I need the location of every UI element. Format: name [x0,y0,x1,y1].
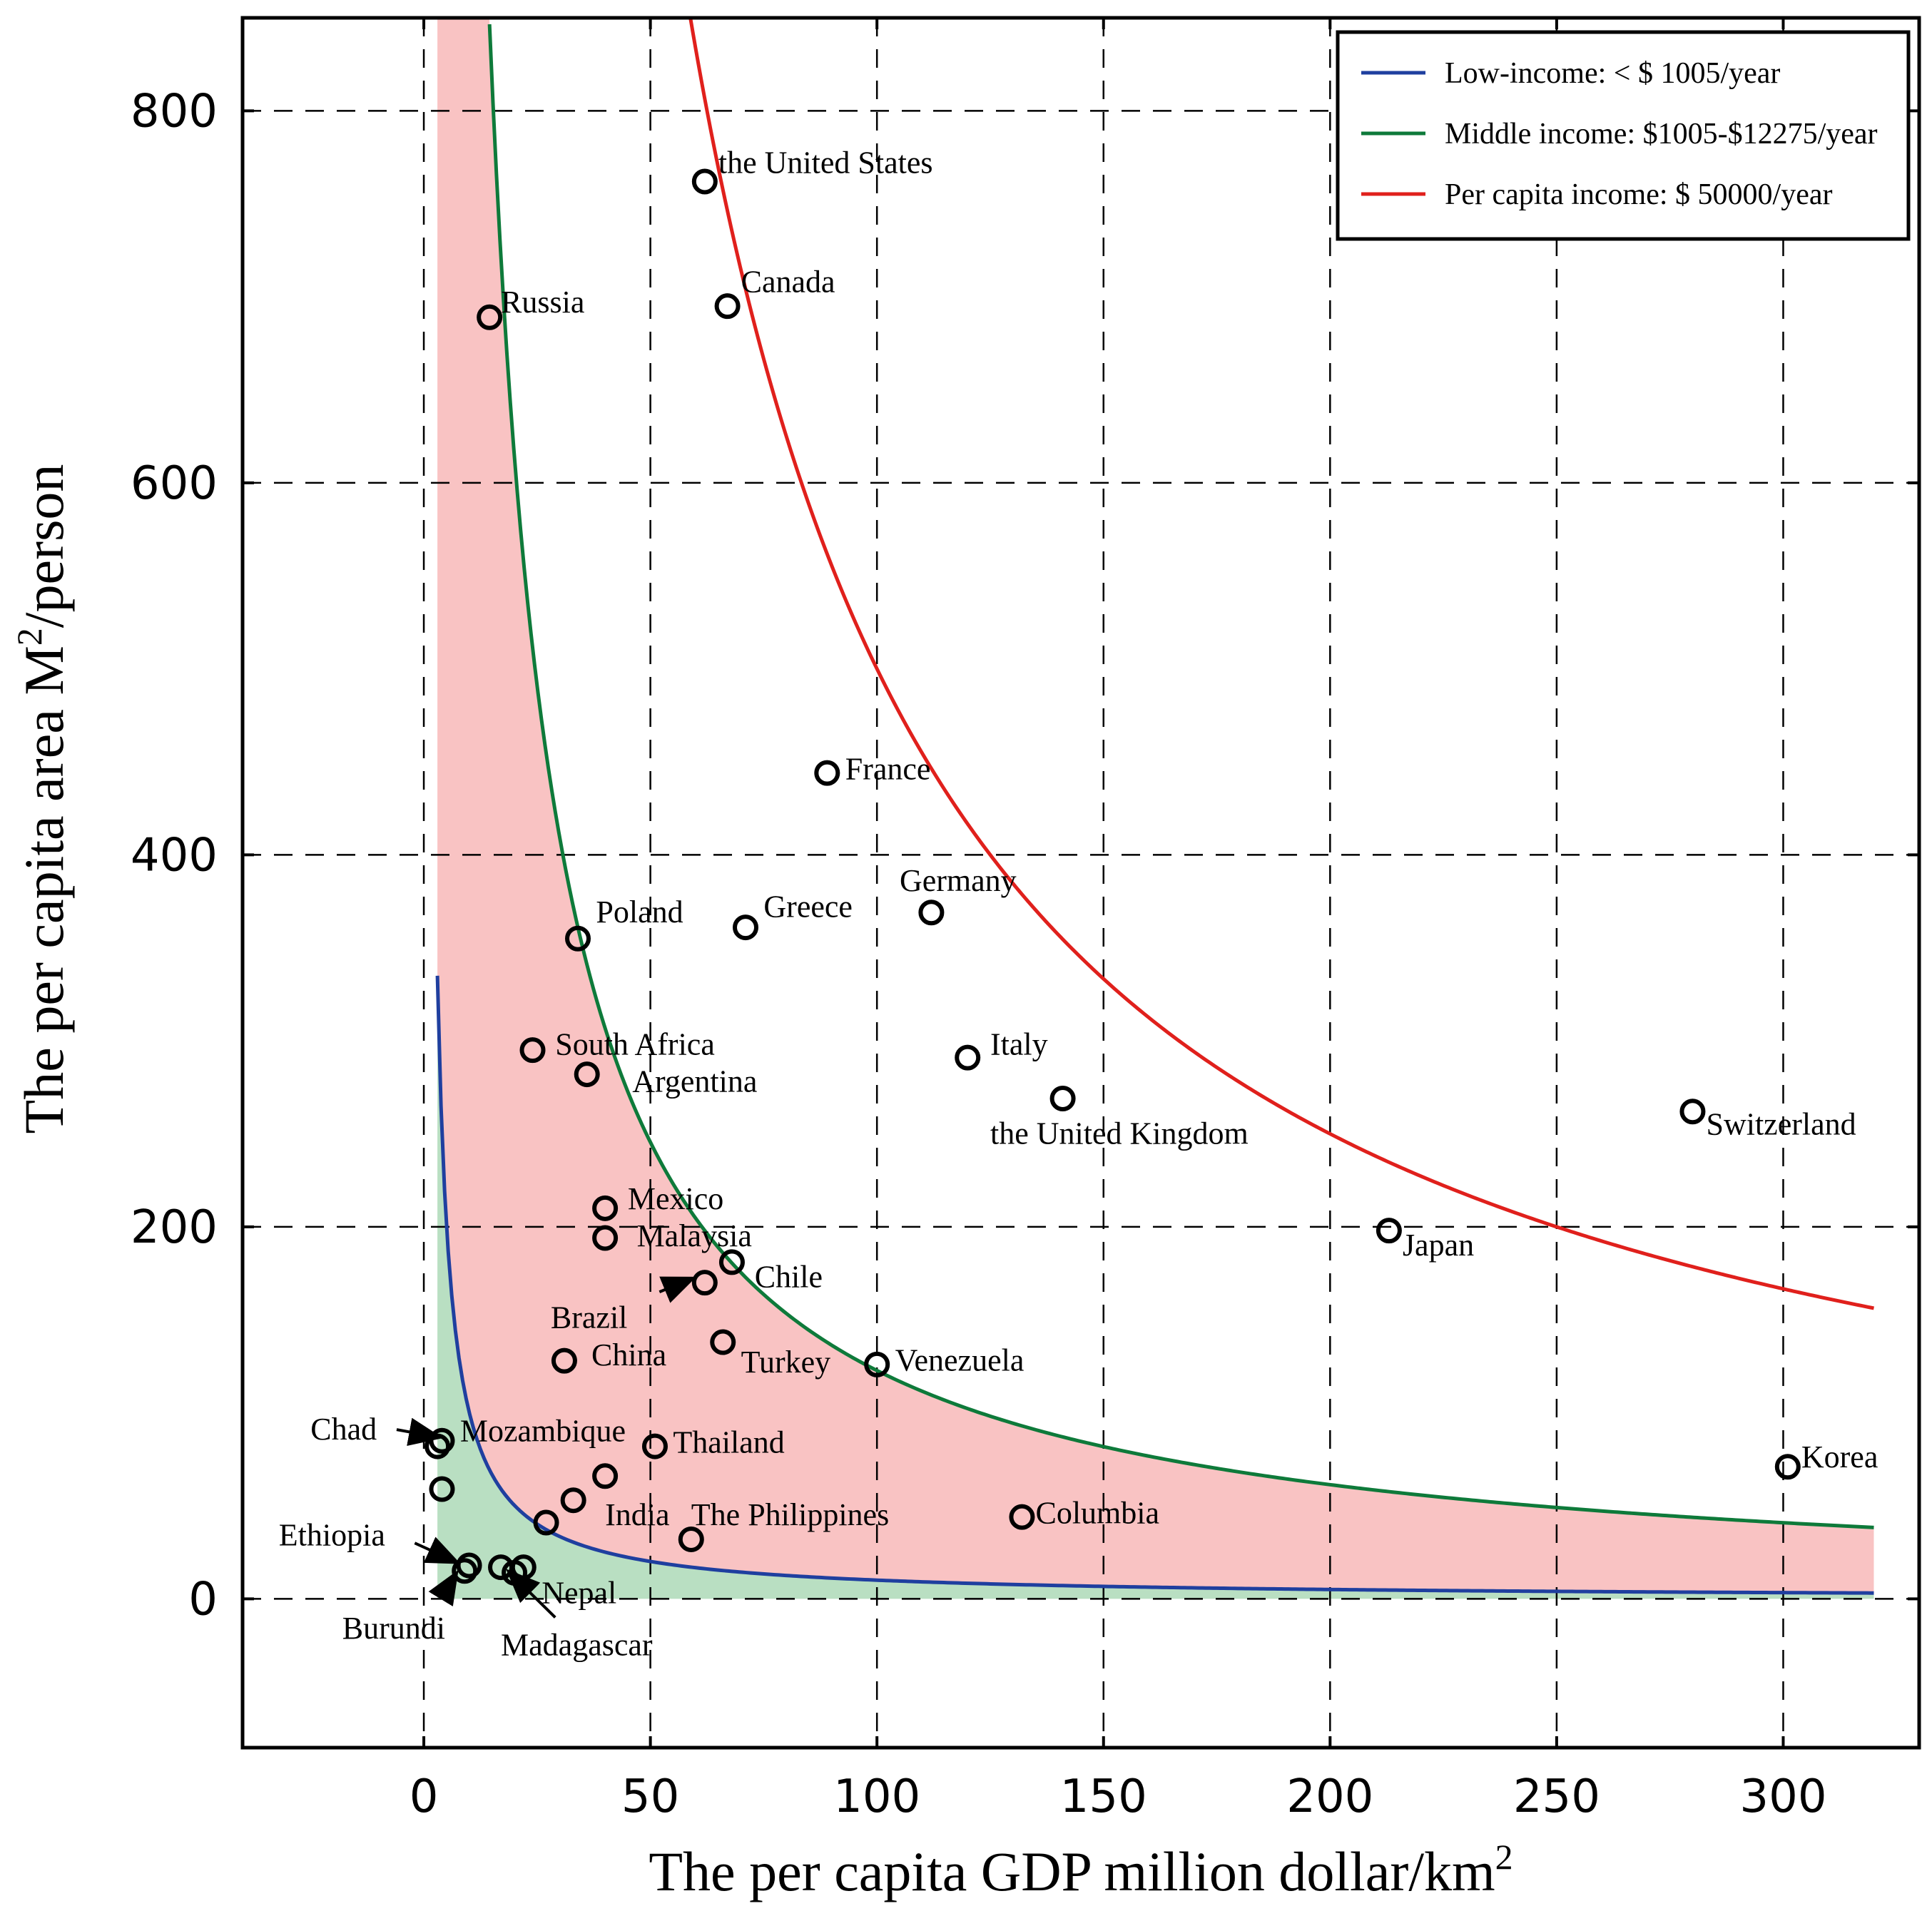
data-point [477,304,503,330]
data-point [592,1463,619,1489]
point-label: Thailand [673,1425,784,1459]
data-point [519,1037,546,1064]
data-point [533,1509,559,1536]
point-label: Poland [596,895,683,929]
x-tick-label: 250 [1513,1770,1600,1823]
data-point [691,1270,718,1296]
point-label: Malaysia [637,1218,752,1253]
data-point [456,1552,482,1579]
point-label: Switzerland [1706,1106,1856,1141]
point-label: Greece [763,889,853,924]
data-point [574,1061,600,1088]
data-point [1009,1504,1035,1530]
data-point [714,293,741,320]
point-label: Canada [741,264,835,299]
point-label: France [845,751,931,786]
data-point [565,925,591,952]
data-point [1049,1085,1076,1111]
data-point [551,1347,577,1374]
x-tick-label: 50 [621,1770,679,1823]
data-point [592,1195,619,1221]
data-point [733,914,758,941]
data-point [710,1329,736,1355]
data-point [918,900,945,926]
middle-income-region [437,18,1874,1594]
point-label: Japan [1403,1228,1474,1263]
x-tick-label: 0 [410,1770,439,1823]
y-tick-label: 400 [131,829,218,882]
point-label: Burundi [342,1611,445,1646]
y-axis-title: The per capita area M2/person [9,464,75,1134]
point-label: Turkey [741,1345,831,1380]
point-label: India [605,1497,669,1532]
data-point [1774,1454,1801,1480]
legend-label-low-income: Low-income: < $ 1005/year [1445,57,1780,90]
point-label: Mexico [628,1181,723,1216]
data-point [429,1427,455,1454]
high-income-curve [688,18,1874,1310]
x-tick-label: 100 [833,1770,920,1823]
point-label: Italy [990,1026,1048,1061]
data-point [502,1559,528,1586]
point-label: South Africa [555,1026,715,1061]
data-point [864,1351,890,1377]
point-label: Mozambique [460,1414,626,1449]
legend-label-high-income: Per capita income: $ 50000/year [1445,178,1832,211]
data-point [691,168,718,195]
middle-income-curve [487,24,1874,1529]
data-point [1679,1099,1706,1125]
point-label: the United States [718,145,933,180]
point-label: Chile [755,1259,823,1294]
data-point [429,1476,455,1502]
low-income-curve [435,975,1874,1595]
data-point [560,1487,586,1514]
data-point [1376,1218,1402,1244]
point-label: Nepal [542,1576,616,1611]
point-label: Korea [1801,1439,1878,1474]
point-label: Germany [900,863,1017,898]
data-point [814,760,840,786]
data-point [424,1433,451,1459]
point-label: Venezuela [895,1343,1025,1378]
y-tick-label: 800 [131,85,218,138]
point-label: The Philippines [691,1497,889,1532]
point-label: Russia [501,285,584,320]
data-point [452,1558,478,1584]
y-tick-label: 600 [131,457,218,510]
x-tick-label: 200 [1286,1770,1373,1823]
plot-frame [240,16,1921,1750]
point-label: the United Kingdom [990,1116,1249,1151]
annotation-arrow [506,1569,556,1619]
point-label: Columbia [1035,1495,1159,1530]
point-label: China [591,1337,666,1372]
data-point [955,1044,981,1071]
point-label: Ethiopia [279,1518,385,1553]
data-point [641,1433,668,1459]
annotation-arrow [659,1276,697,1303]
x-tick-label: 300 [1739,1770,1826,1823]
y-tick-label: 0 [188,1573,218,1626]
point-label: Chad [310,1412,377,1447]
annotation-arrow [414,1537,461,1564]
legend: Low-income: < $ 1005/year Middle income:… [1336,30,1911,241]
data-point [592,1225,619,1251]
x-tick-label: 150 [1060,1770,1147,1823]
legend-box [1336,30,1911,241]
x-axis-title: The per capita GDP million dollar/km2 [649,1837,1512,1902]
data-point [718,1249,745,1275]
point-label: Brazil [551,1300,628,1335]
y-tick-label: 200 [131,1201,218,1254]
point-label: Argentina [632,1064,757,1099]
legend-label-middle-income: Middle income: $1005-$12275/year [1445,118,1878,151]
data-point [678,1526,704,1552]
point-label: Madagascar [501,1628,653,1663]
